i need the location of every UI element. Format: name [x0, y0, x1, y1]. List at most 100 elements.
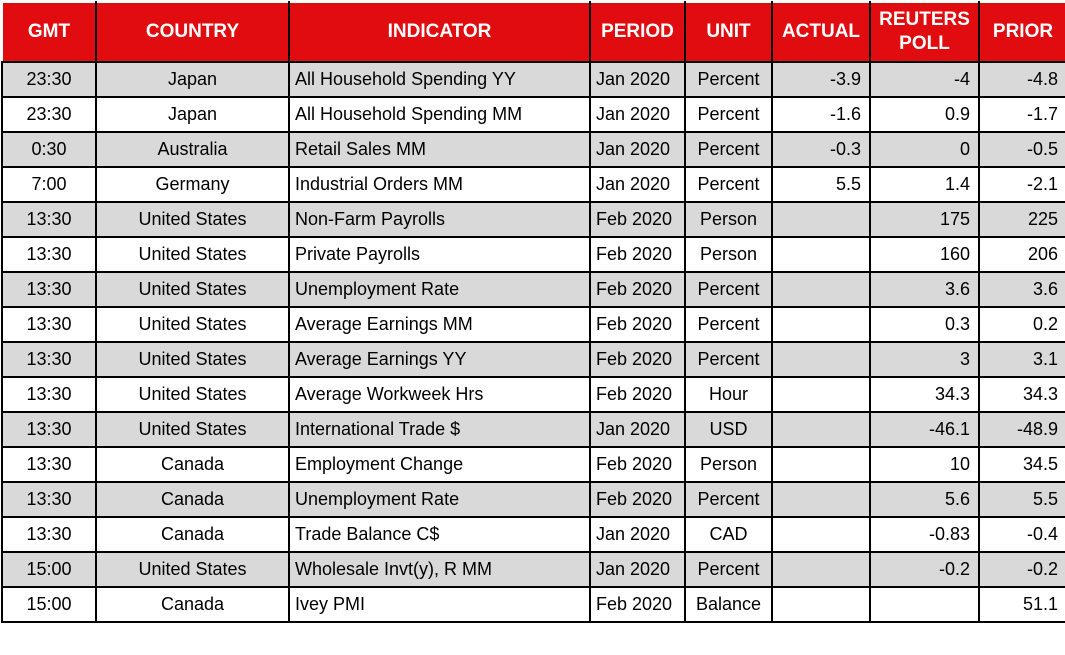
table-cell: Feb 2020	[589, 481, 686, 518]
table-cell: Unemployment Rate	[288, 271, 591, 308]
table-row: 13:30 Canada Trade Balance C$ Jan 2020 CAD -0…	[1, 516, 1065, 553]
table-cell	[771, 411, 871, 448]
table-row: 23:30 Japan All Household Spending YY Jan 2…	[1, 61, 1065, 98]
table-cell: Private Payrolls	[288, 236, 591, 273]
table-cell: -0.3	[771, 131, 871, 168]
table-cell: Japan	[95, 61, 290, 98]
table-cell: Person	[684, 236, 773, 273]
header-row: GMT COUNTRY INDICATOR PERIOD UNIT ACTUAL…	[1, 1, 1065, 63]
table-cell: Canada	[95, 516, 290, 553]
table-cell: Canada	[95, 446, 290, 483]
table-cell: 34.5	[978, 446, 1065, 483]
col-header-reuters-poll: REUTERS POLL	[869, 1, 980, 63]
table-cell: 51.1	[978, 586, 1065, 623]
table-cell: -4.8	[978, 61, 1065, 98]
table-cell	[771, 236, 871, 273]
table-cell: Feb 2020	[589, 341, 686, 378]
col-header-unit: UNIT	[684, 1, 773, 63]
table-row: 13:30 United States International Trade $ J…	[1, 411, 1065, 448]
table-cell: Average Earnings MM	[288, 306, 591, 343]
table-cell: 1.4	[869, 166, 980, 203]
table-cell: Percent	[684, 166, 773, 203]
table-cell: 3	[869, 341, 980, 378]
table-cell: -1.7	[978, 96, 1065, 133]
table-row: 13:30 Canada Unemployment Rate Feb 2020 Perc…	[1, 481, 1065, 518]
table-cell: United States	[95, 376, 290, 413]
table-cell: 34.3	[869, 376, 980, 413]
table-cell: 34.3	[978, 376, 1065, 413]
table-cell: 13:30	[1, 236, 97, 273]
table-cell: Feb 2020	[589, 201, 686, 238]
table-cell: All Household Spending MM	[288, 96, 591, 133]
table-cell: United States	[95, 201, 290, 238]
table-cell: Feb 2020	[589, 446, 686, 483]
table-cell: Trade Balance C$	[288, 516, 591, 553]
table-row: 7:00 Germany Industrial Orders MM Jan 2020 P…	[1, 166, 1065, 203]
table-cell: International Trade $	[288, 411, 591, 448]
table-body: 23:30 Japan All Household Spending YY Jan 2…	[1, 61, 1065, 623]
table-cell: Percent	[684, 306, 773, 343]
table-cell: 3.1	[978, 341, 1065, 378]
table-cell: 10	[869, 446, 980, 483]
table-cell	[771, 446, 871, 483]
table-cell: 0:30	[1, 131, 97, 168]
col-header-indicator: INDICATOR	[288, 1, 591, 63]
table-cell: 13:30	[1, 481, 97, 518]
table-cell	[771, 551, 871, 588]
table-cell: Percent	[684, 341, 773, 378]
table-cell: 0	[869, 131, 980, 168]
table-row: 23:30 Japan All Household Spending MM Jan 2…	[1, 96, 1065, 133]
table-cell: -3.9	[771, 61, 871, 98]
table-cell: Non-Farm Payrolls	[288, 201, 591, 238]
table-cell: United States	[95, 271, 290, 308]
table-cell: -46.1	[869, 411, 980, 448]
col-header-country: COUNTRY	[95, 1, 290, 63]
table-cell: 23:30	[1, 61, 97, 98]
table-cell: 23:30	[1, 96, 97, 133]
table-cell: 13:30	[1, 271, 97, 308]
table-cell: 3.6	[978, 271, 1065, 308]
table-cell: 3.6	[869, 271, 980, 308]
table-row: 15:00 Canada Ivey PMI Feb 2020 Balance 51.1	[1, 586, 1065, 623]
table-row: 0:30 Australia Retail Sales MM Jan 2020 Perc…	[1, 131, 1065, 168]
table-row: 13:30 United States Private Payrolls Feb 20…	[1, 236, 1065, 273]
table-row: 13:30 United States Unemployment Rate Feb 2…	[1, 271, 1065, 308]
table-cell: Percent	[684, 551, 773, 588]
table-cell: United States	[95, 341, 290, 378]
table-cell: Australia	[95, 131, 290, 168]
table-cell: 206	[978, 236, 1065, 273]
table-cell: Average Workweek Hrs	[288, 376, 591, 413]
table-cell: Ivey PMI	[288, 586, 591, 623]
table-cell: -4	[869, 61, 980, 98]
table-cell: -0.2	[978, 551, 1065, 588]
table-cell: Wholesale Invt(y), R MM	[288, 551, 591, 588]
table-cell: USD	[684, 411, 773, 448]
col-header-actual: ACTUAL	[771, 1, 871, 63]
table-cell: Person	[684, 446, 773, 483]
table-cell	[771, 376, 871, 413]
table-cell: -1.6	[771, 96, 871, 133]
table-row: 13:30 United States Non-Farm Payrolls Feb 2…	[1, 201, 1065, 238]
table-cell: United States	[95, 236, 290, 273]
table-row: 15:00 United States Wholesale Invt(y), R M…	[1, 551, 1065, 588]
table-cell: -0.5	[978, 131, 1065, 168]
table-cell: Jan 2020	[589, 131, 686, 168]
table-row: 13:30 Canada Employment Change Feb 2020 Pers…	[1, 446, 1065, 483]
col-header-prior: PRIOR	[978, 1, 1065, 63]
table-cell: Average Earnings YY	[288, 341, 591, 378]
table-cell	[771, 201, 871, 238]
table-cell: 175	[869, 201, 980, 238]
table-cell: 13:30	[1, 411, 97, 448]
table-cell: United States	[95, 551, 290, 588]
table-cell: 13:30	[1, 201, 97, 238]
table-cell: Jan 2020	[589, 516, 686, 553]
table-cell: Canada	[95, 481, 290, 518]
table-cell: Feb 2020	[589, 306, 686, 343]
table-cell	[771, 516, 871, 553]
table-cell: Industrial Orders MM	[288, 166, 591, 203]
table-row: 13:30 United States Average Earnings YY Feb…	[1, 341, 1065, 378]
table-cell: 7:00	[1, 166, 97, 203]
table-cell: 15:00	[1, 586, 97, 623]
table-cell: 0.3	[869, 306, 980, 343]
table-cell: 13:30	[1, 341, 97, 378]
